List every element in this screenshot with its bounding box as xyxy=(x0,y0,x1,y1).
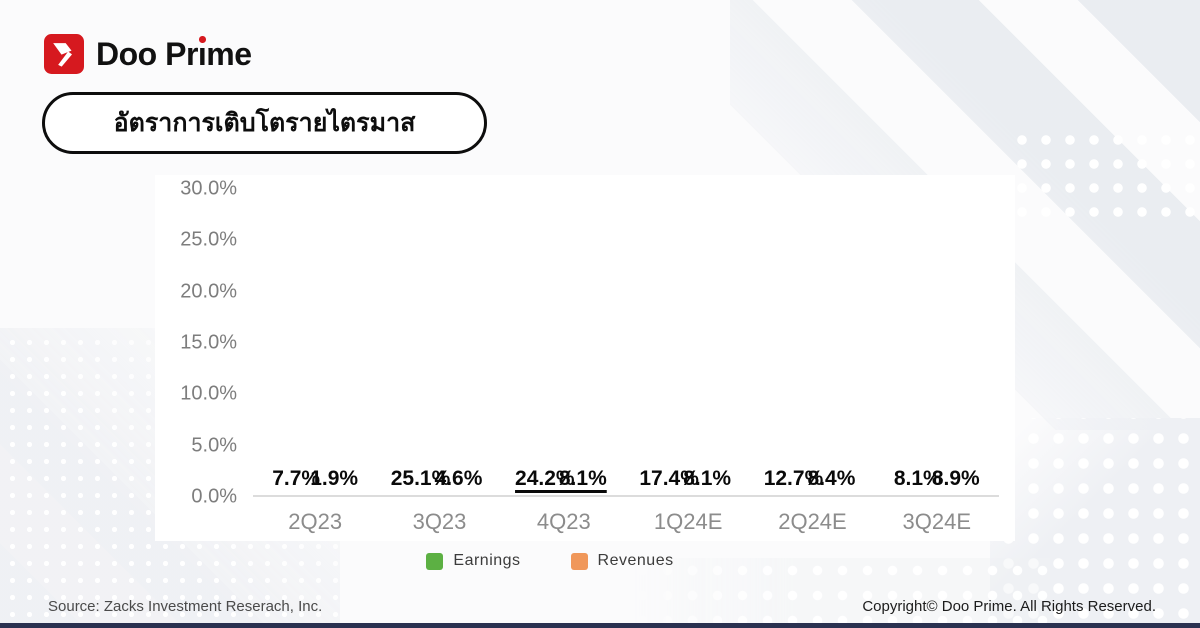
value-label-revenues-4Q23: 8.1% xyxy=(558,467,607,490)
value-label-earnings-1Q24E: 17.4% xyxy=(639,467,699,490)
legend-item-earnings: Earnings xyxy=(426,552,520,570)
y-tick-label: 30.0% xyxy=(180,177,237,200)
x-tick-label-4Q23: 4Q23 xyxy=(536,509,591,534)
y-tick-label: 20.0% xyxy=(180,280,237,303)
source-note: Source: Zacks Investment Reserach, Inc. xyxy=(48,598,323,615)
legend-swatch-revenues xyxy=(570,552,588,570)
doo-prime-logo-icon xyxy=(44,34,84,74)
value-label-revenues-2Q24E: 8.4% xyxy=(807,467,856,490)
doo-prime-logo: Doo Prı me xyxy=(44,34,252,74)
legend-label-earnings: Earnings xyxy=(453,552,521,569)
y-axis-labels: 30.0% 25.0% 20.0% 15.0% 10.0% 5.0% 0.0% xyxy=(155,178,237,508)
y-tick-label: 10.0% xyxy=(180,382,237,405)
value-label-earnings-3Q24E: 8.1% xyxy=(893,467,942,490)
x-axis-labels: 2Q23 3Q23 4Q23 1Q24E 2Q24E 3Q24E xyxy=(253,509,999,535)
x-tick-label-2Q24E: 2Q24E xyxy=(778,509,847,534)
legend-label-revenues: Revenues xyxy=(597,552,674,569)
y-tick-label: 5.0% xyxy=(191,434,237,457)
bar-groups: 7.7% 1.9% 25.1% 4.6% 24.2% 8.1% 17.4% 8.1% 12.7%… xyxy=(253,189,999,495)
y-tick-label: 0.0% xyxy=(191,485,237,508)
value-label-revenues-3Q24E: 8.9% xyxy=(931,467,980,490)
legend-item-revenues: Revenues xyxy=(570,552,674,570)
value-label-earnings-2Q23: 7.7% xyxy=(272,467,321,490)
chart-card: 30.0% 25.0% 20.0% 15.0% 10.0% 5.0% 0.0% 7.7% 1.… xyxy=(155,175,1015,541)
x-tick-label-3Q24E: 3Q24E xyxy=(902,509,972,534)
chart-legend: Earnings Revenues xyxy=(155,552,945,570)
legend-swatch-earnings xyxy=(426,552,444,570)
plot-area: 7.7% 1.9% 25.1% 4.6% 24.2% 8.1% 17.4% 8.1% 12.7%… xyxy=(253,189,999,497)
x-tick-label-3Q23: 3Q23 xyxy=(412,509,467,534)
x-tick-label-1Q24E: 1Q24E xyxy=(653,509,723,534)
value-label-revenues-1Q24E: 8.1% xyxy=(683,467,732,490)
value-label-revenues-3Q23: 4.6% xyxy=(434,467,483,490)
bottom-accent-strip xyxy=(0,623,1200,628)
logo-i-dot xyxy=(199,36,206,43)
dot-grid-decoration-bottom-right xyxy=(990,418,1200,628)
y-tick-label: 15.0% xyxy=(180,331,237,354)
value-label-earnings-3Q23: 25.1% xyxy=(390,467,451,490)
chart-title-pill: อัตราการเติบโตรายไตรมาส xyxy=(42,92,487,154)
y-tick-label: 25.0% xyxy=(180,228,237,251)
chart-title: อัตราการเติบโตรายไตรมาส xyxy=(113,109,416,137)
dot-grid-decoration-top-right xyxy=(1010,128,1200,218)
value-label-revenues-2Q23: 1.9% xyxy=(310,467,359,490)
doo-prime-wordmark: Doo Prı me xyxy=(96,35,252,72)
x-tick-label-2Q23: 2Q23 xyxy=(288,509,343,534)
value-label-earnings-4Q23: 24.2% xyxy=(515,467,575,490)
copyright-note: Copyright© Doo Prime. All Rights Reserve… xyxy=(862,598,1156,615)
value-label-earnings-2Q24E: 12.7% xyxy=(763,467,824,490)
